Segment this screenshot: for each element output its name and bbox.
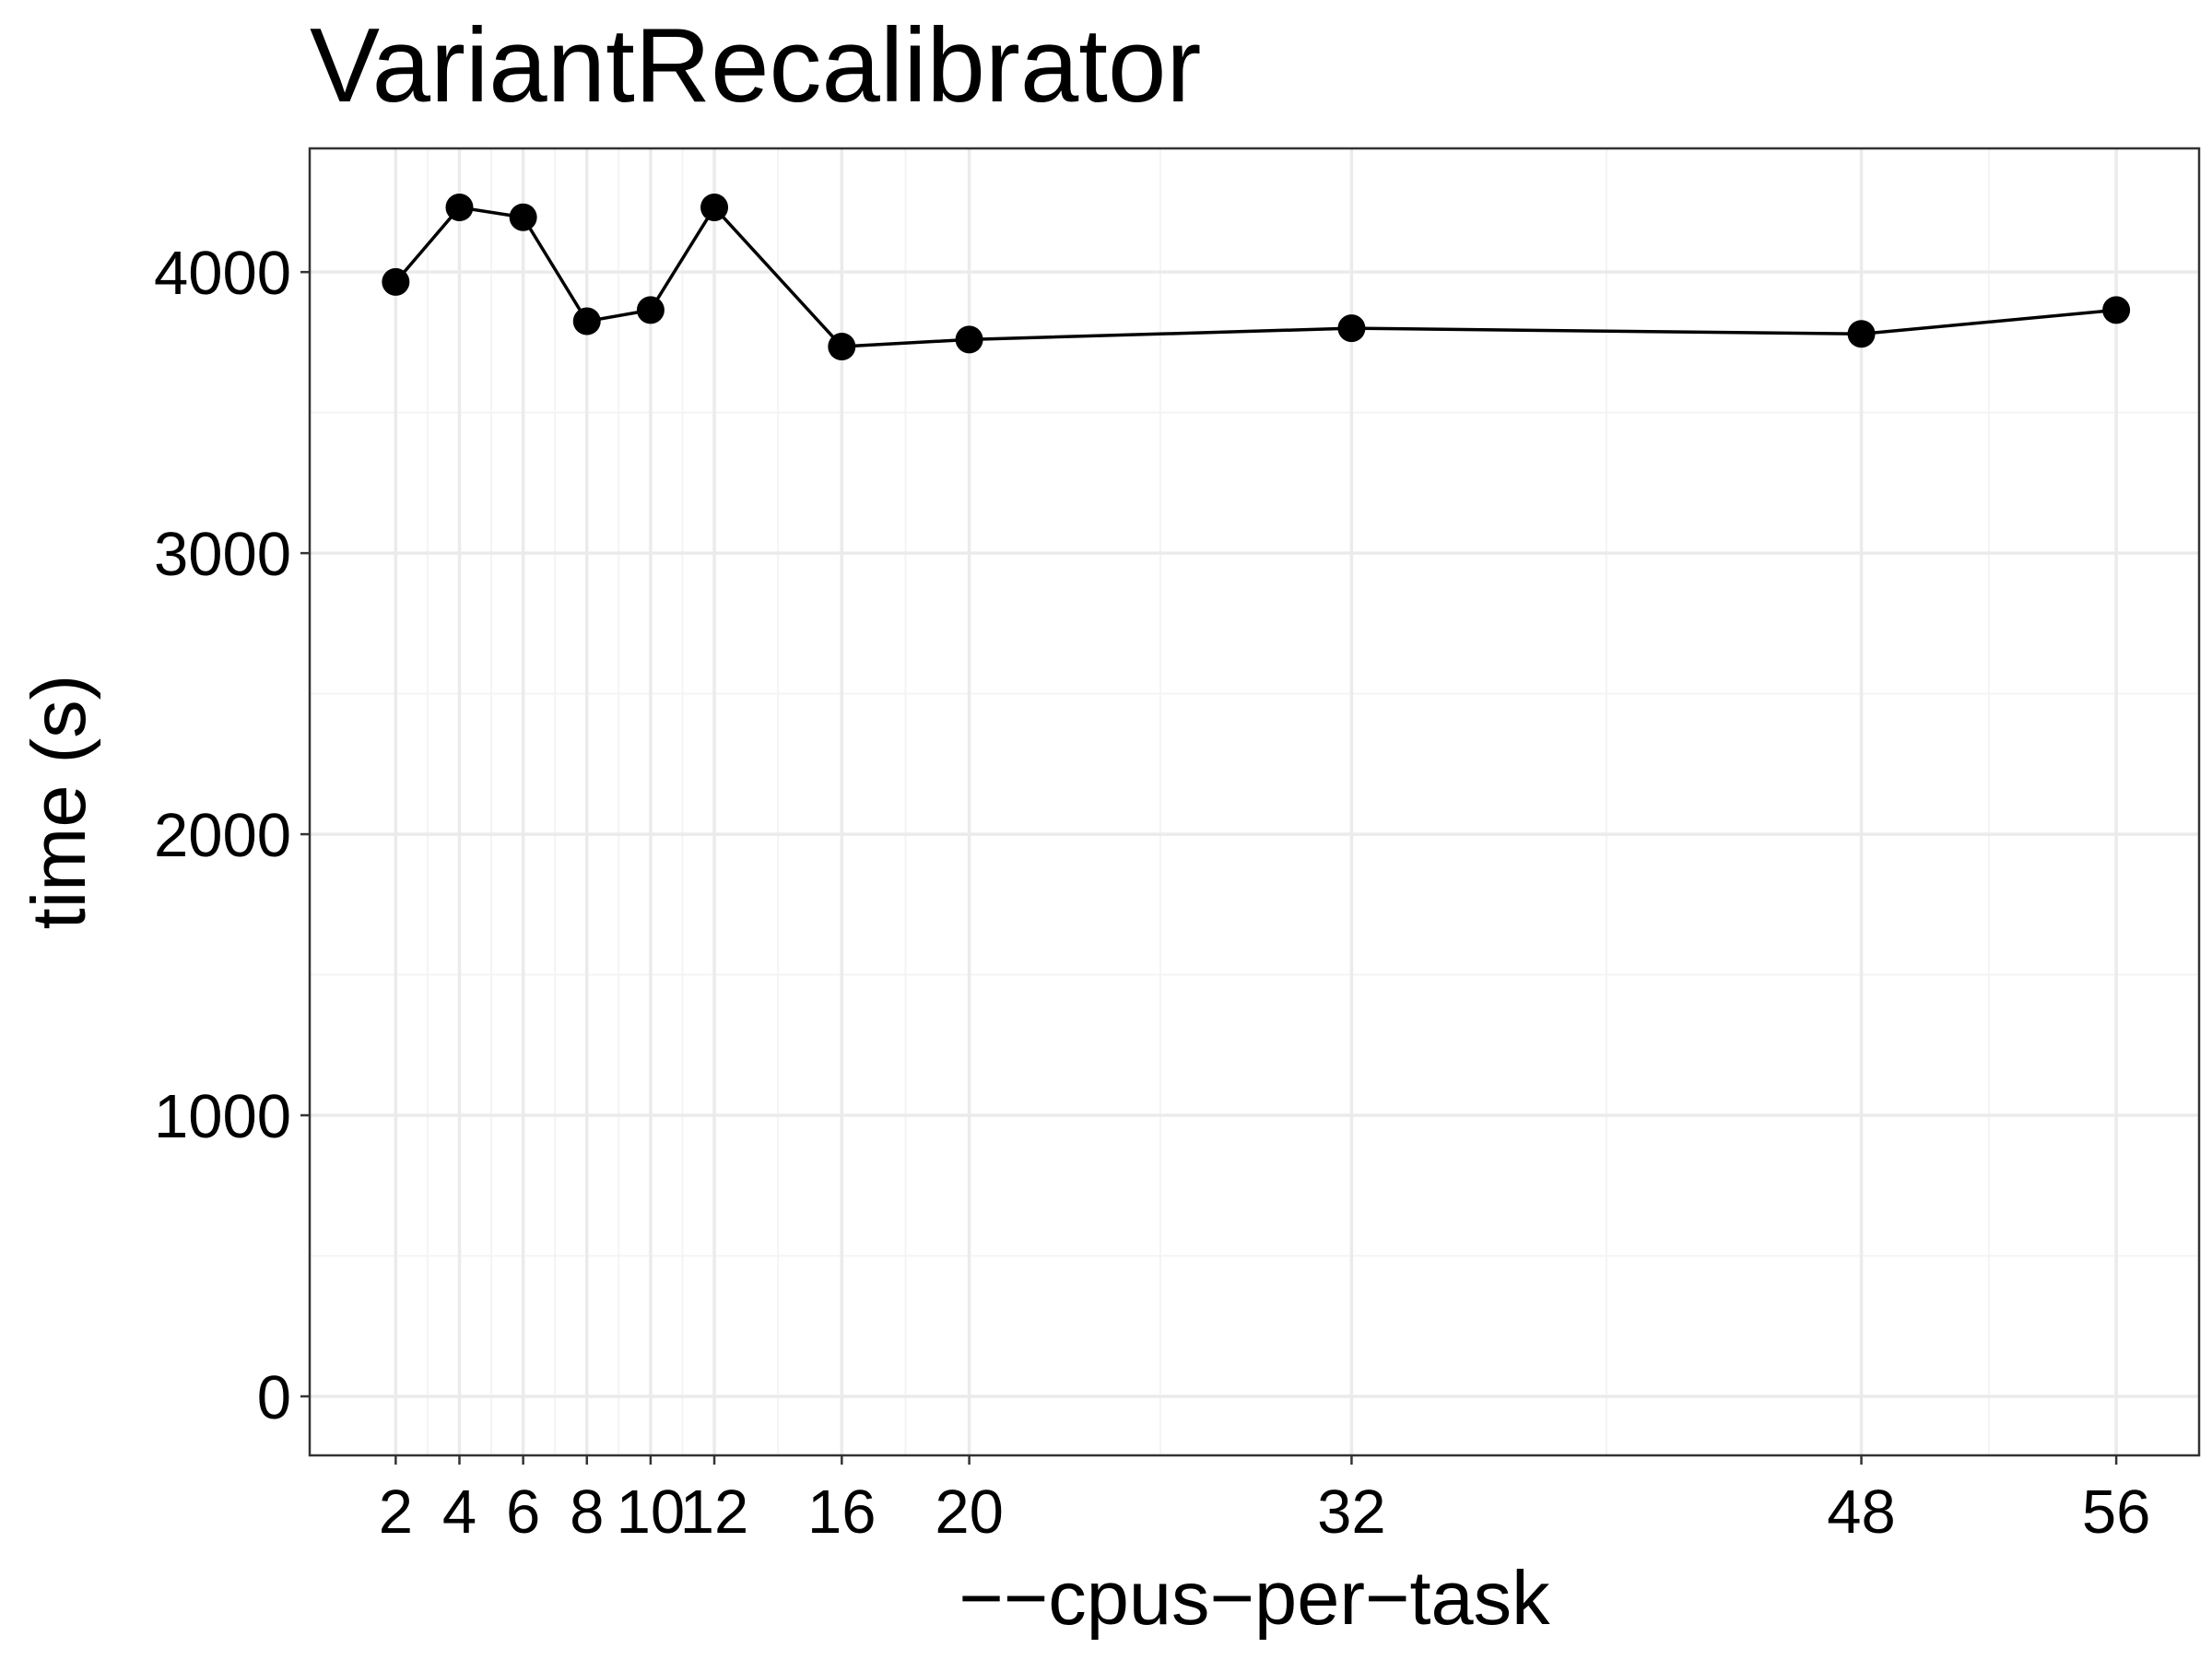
data-point [2102,296,2131,324]
data-point [955,325,983,354]
plot-panel-border [308,147,2201,1457]
data-point [828,332,856,360]
axis-ticks [300,270,2118,1465]
x-tick-label: 16 [807,1478,877,1547]
y-tick-label: 3000 [154,520,291,589]
data-point [382,267,410,296]
x-tick-label: 12 [680,1478,749,1547]
y-tick-label: 2000 [154,801,291,870]
x-tick-label: 8 [570,1478,604,1547]
series-layer [382,194,2131,360]
y-tick-labels: 0 1000 2000 3000 4000 [154,239,291,1432]
x-tick-label: 10 [617,1478,686,1547]
data-point [445,194,474,222]
x-axis-title: −−cpus−per−task [959,1555,1550,1641]
x-tick-label: 4 [442,1478,477,1547]
y-axis-title: time (s) [16,675,101,930]
y-tick-label: 1000 [154,1082,291,1151]
y-tick-label: 0 [257,1363,291,1432]
grid-lines [310,148,2199,1455]
data-point [1337,314,1366,343]
data-point [572,307,601,336]
x-tick-label: 6 [506,1478,540,1547]
data-point [700,194,729,222]
y-tick-label: 4000 [154,239,291,308]
data-point [1847,320,1876,348]
x-tick-label: 2 [379,1478,413,1547]
x-tick-label: 32 [1317,1478,1386,1547]
chart-title: VariantRecalibrator [310,7,1201,124]
data-point [509,203,537,231]
x-tick-label: 48 [1827,1478,1896,1547]
x-tick-label: 56 [2082,1478,2151,1547]
x-tick-label: 20 [935,1478,1004,1547]
data-point [636,296,665,324]
